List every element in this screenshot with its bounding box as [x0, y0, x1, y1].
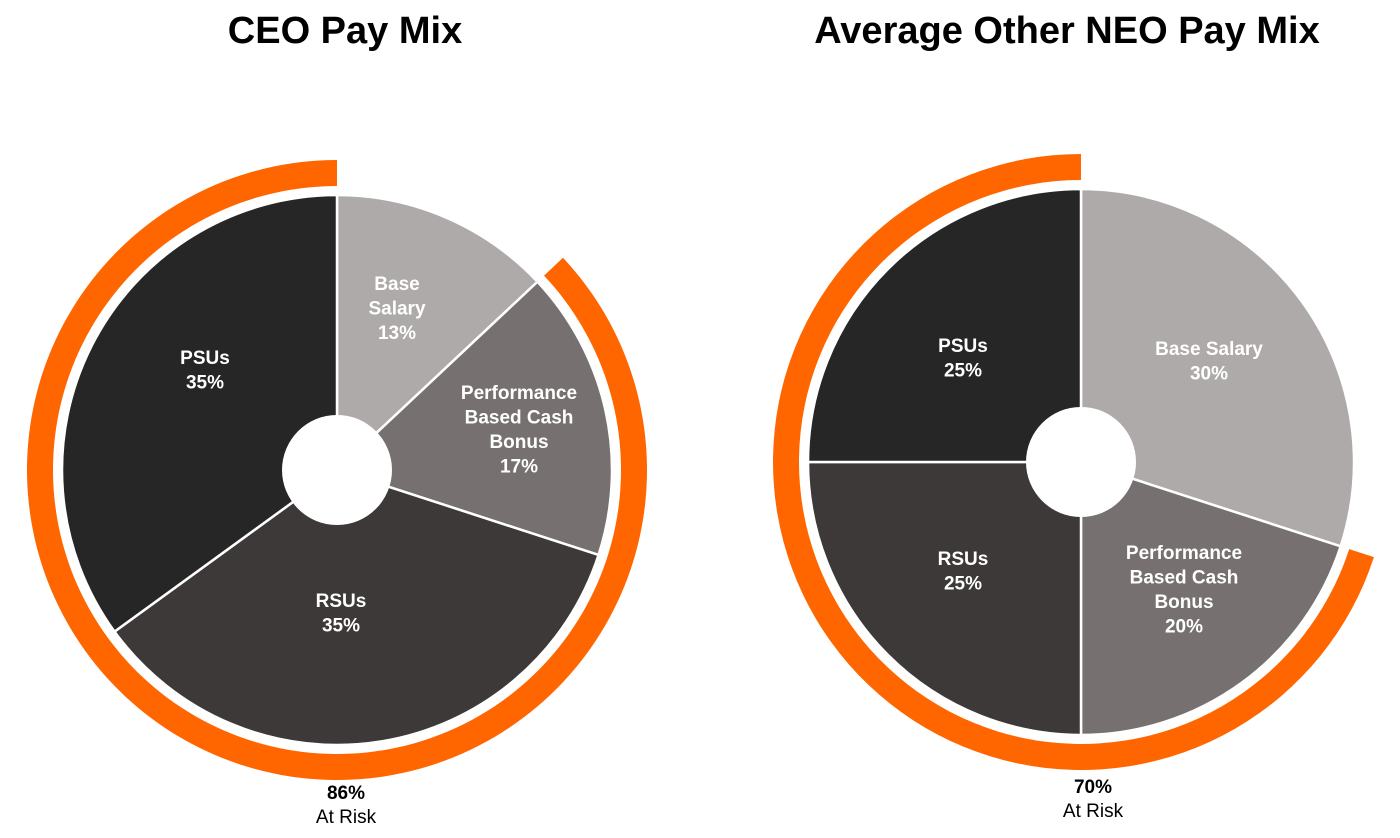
ceo-pay-mix-donut: Base Salary 13% Performance Based Cash Bonus 1… [27, 160, 648, 781]
ceo-at-risk-label: 86% At Risk [286, 782, 406, 830]
slice-base-salary [1079, 187, 1356, 548]
slice-label-rsus: RSUs 35% [316, 591, 367, 637]
slice-psus [806, 187, 1083, 464]
slice-label-bonus: Performance Based Cash Bonus 20% [1126, 543, 1242, 638]
ceo-at-risk-percent: 86% [326, 783, 366, 804]
slice-psus [60, 193, 339, 633]
donut-hole [282, 415, 392, 525]
slice-label-base-salary: Base Salary 30% [1155, 339, 1263, 385]
slice-rsus [113, 468, 600, 747]
slice-bonus [1079, 460, 1342, 737]
ceo-at-risk-text: At Risk [315, 807, 377, 828]
neo-chart-title: Average Other NEO Pay Mix [814, 10, 1320, 52]
neo-at-risk-percent: 70% [1073, 777, 1113, 798]
neo-at-risk-text: At Risk [1062, 801, 1124, 822]
neo-pay-mix-donut: Base Salary 30% Performance Based Cash Bonus… [772, 154, 1374, 770]
slice-label-psus: PSUs 25% [938, 336, 988, 382]
slice-label-base-salary: Base Salary 13% [368, 274, 425, 344]
neo-at-risk-label: 70% At Risk [1033, 776, 1153, 824]
slice-label-psus: PSUs 35% [180, 348, 230, 394]
slice-label-rsus: RSUs 25% [938, 549, 989, 595]
slice-base-salary [335, 193, 539, 472]
donut-hole [1026, 407, 1136, 517]
slice-bonus [335, 280, 614, 557]
ceo-chart-title: CEO Pay Mix [227, 10, 463, 52]
slice-rsus [806, 460, 1083, 737]
slice-label-bonus: Performance Based Cash Bonus 17% [461, 383, 577, 478]
